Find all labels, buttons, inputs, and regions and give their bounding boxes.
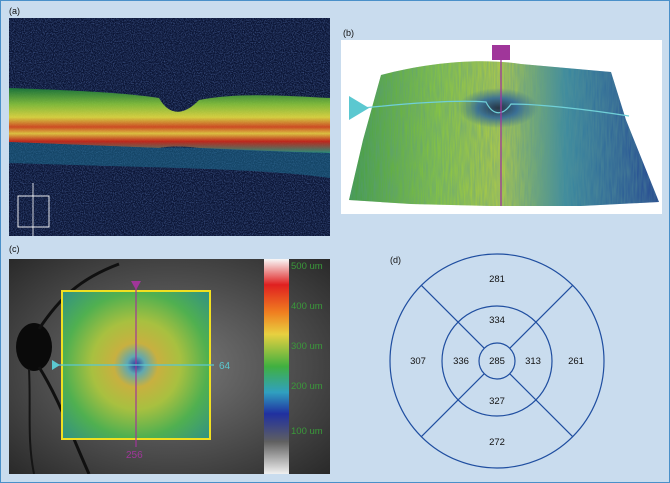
vertical-position-readout: 256: [126, 450, 143, 461]
etdrs-inner-inferior: 327: [489, 396, 505, 407]
etdrs-outer-superior: 281: [489, 274, 505, 285]
3d-thickness-surface: [341, 40, 662, 214]
oct-bscan-image: [9, 18, 330, 236]
scan-line-marker-left: [349, 96, 369, 120]
etdrs-center: 285: [489, 356, 505, 367]
etdrs-outer-temporal: 307: [410, 356, 426, 367]
scale-label-100: 100 um: [291, 426, 323, 437]
horizontal-position-readout: 64: [219, 361, 231, 372]
scan-line-marker-top: [492, 45, 510, 60]
color-scale-bar: [264, 259, 289, 474]
scale-label-500: 500 um: [291, 261, 323, 272]
etdrs-outer-inferior: 272: [489, 437, 505, 448]
scale-label-400: 400 um: [291, 301, 323, 312]
panel-label-d: (d): [390, 255, 401, 265]
thickness-map-fundus: 64 256 500 um 400 um 300 um 200 um 100 u…: [9, 259, 330, 474]
panel-label-c: (c): [9, 244, 20, 254]
etdrs-outer-nasal: 261: [568, 356, 584, 367]
panel-label-a: (a): [9, 6, 20, 16]
scale-label-200: 200 um: [291, 381, 323, 392]
scale-label-300: 300 um: [291, 341, 323, 352]
panel-label-b: (b): [343, 28, 354, 38]
etdrs-inner-nasal: 313: [525, 356, 541, 367]
etdrs-grid: 285 334 336 313 327 281 307 261 272: [388, 252, 606, 470]
etdrs-inner-temporal: 336: [453, 356, 469, 367]
etdrs-inner-superior: 334: [489, 315, 505, 326]
